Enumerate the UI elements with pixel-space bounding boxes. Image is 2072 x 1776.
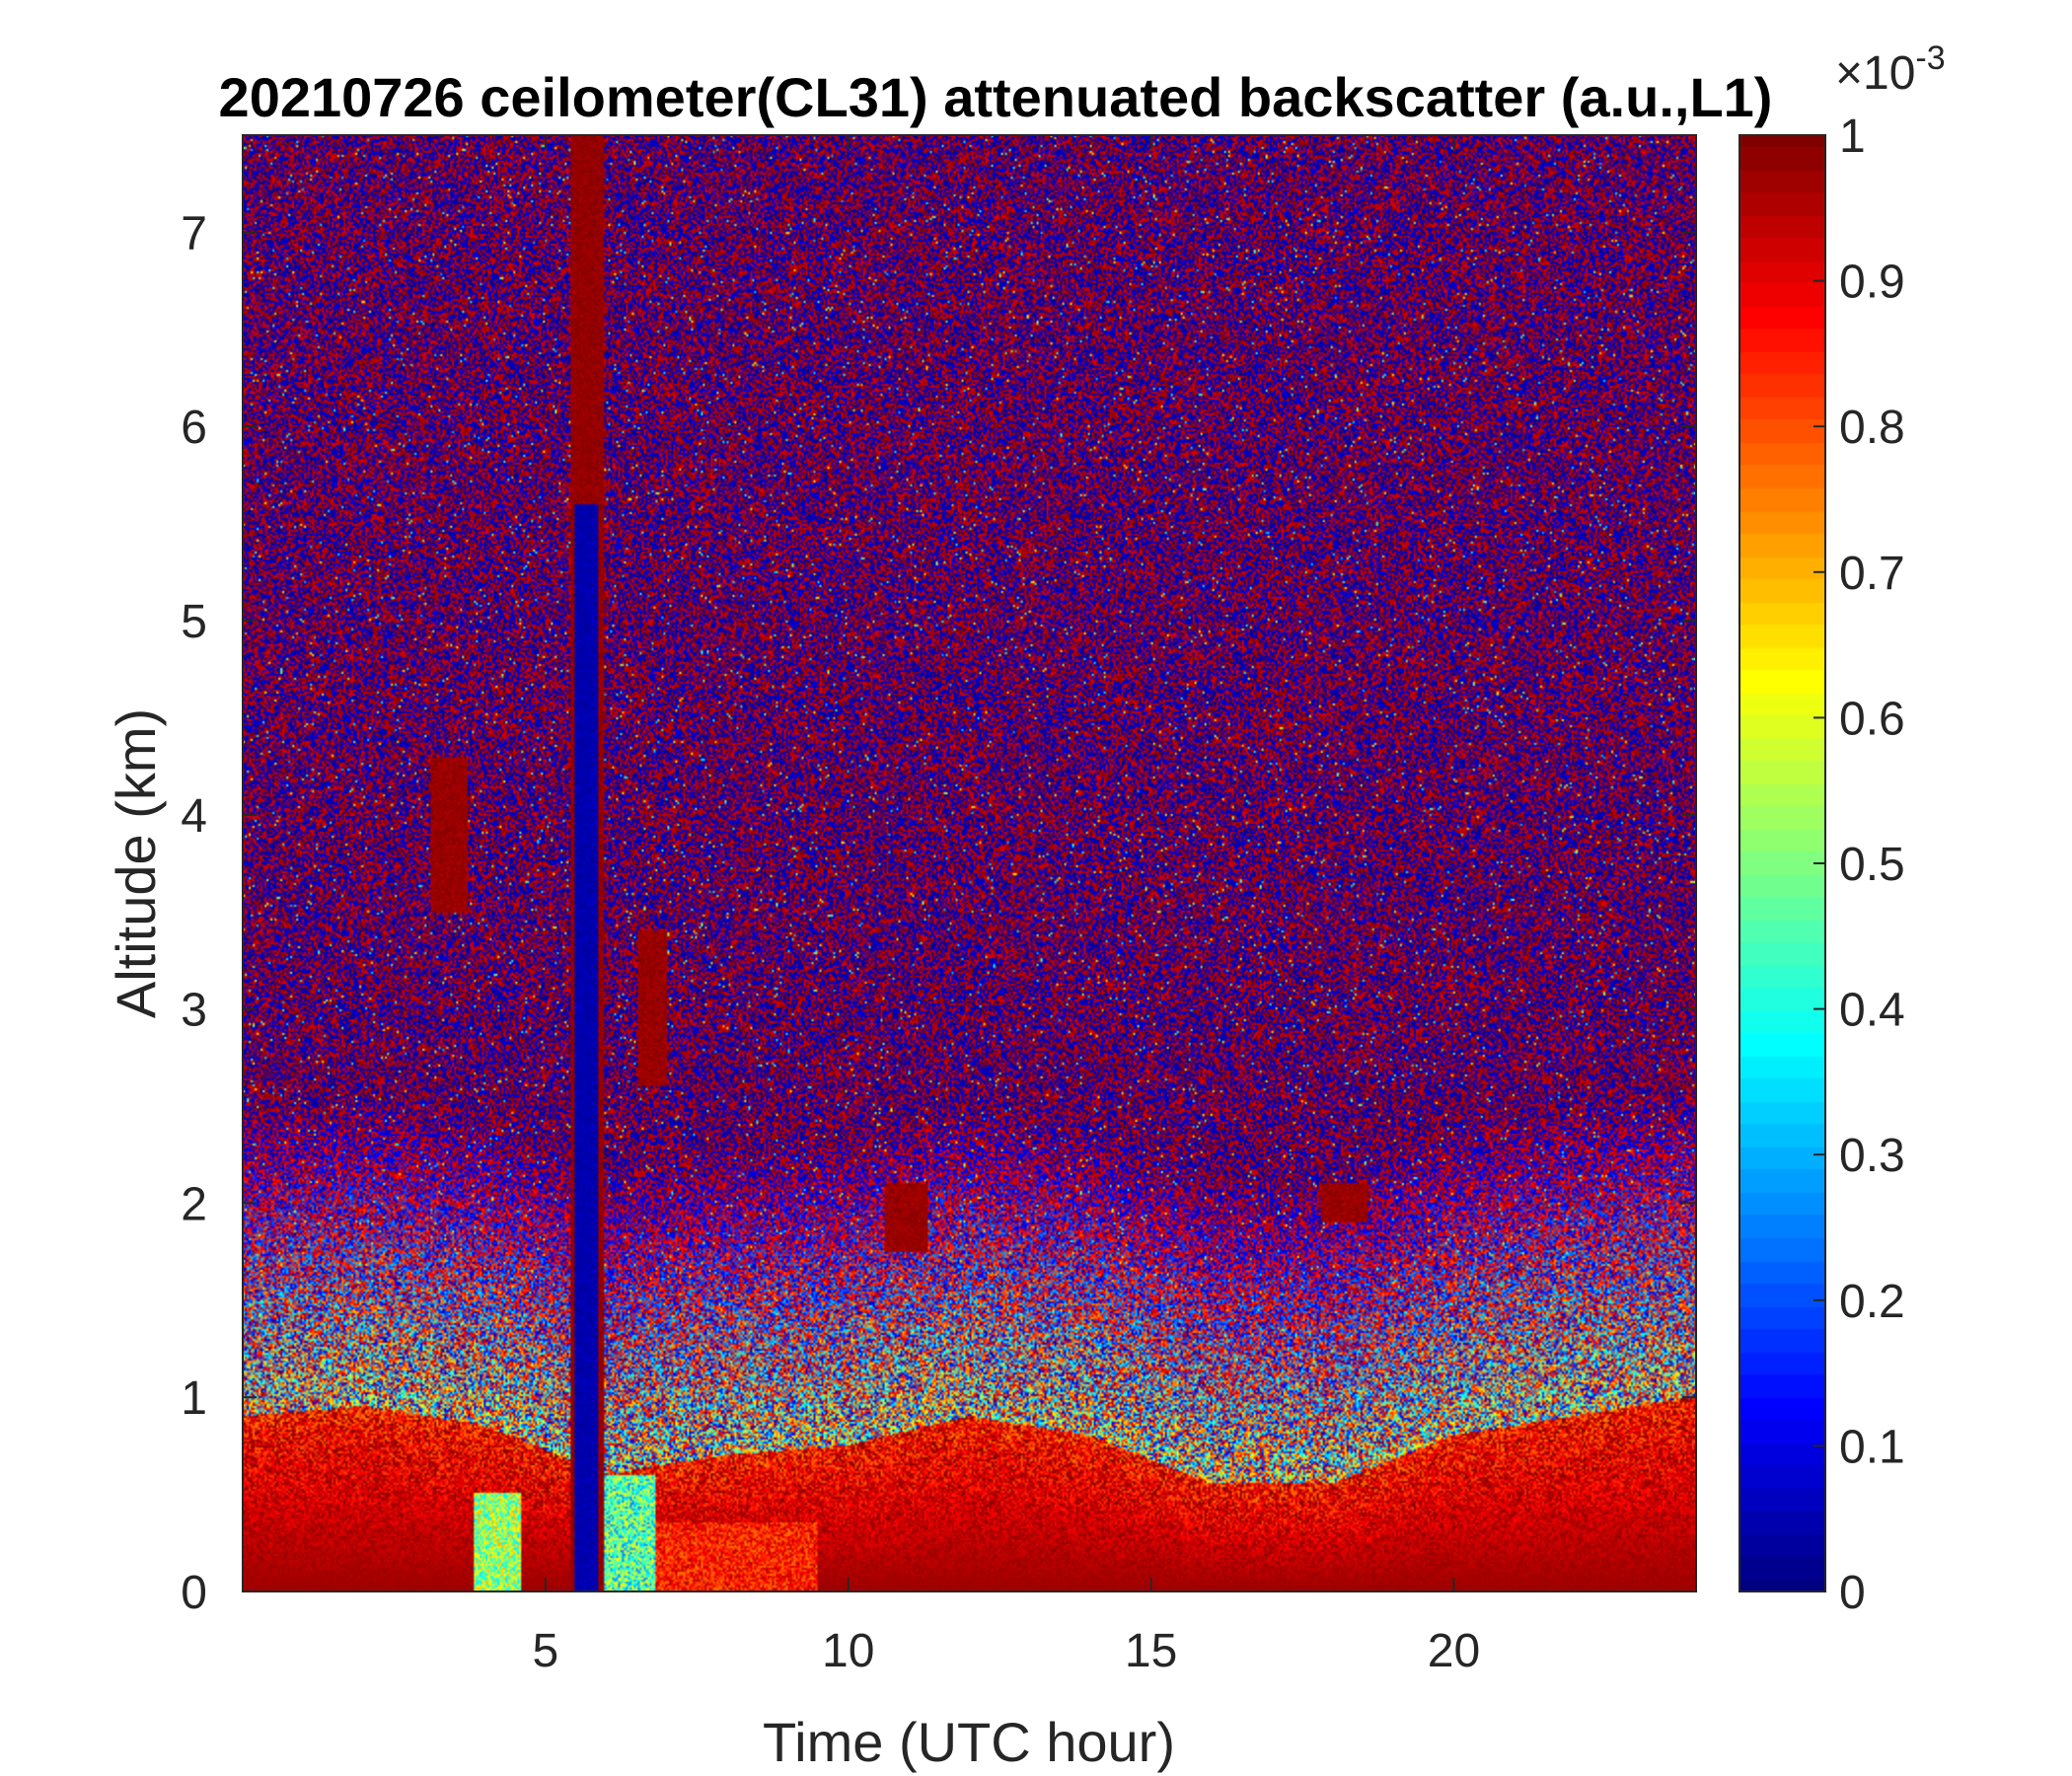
y-tick-label: 6 bbox=[181, 402, 207, 454]
colorbar-tick-label: 0.6 bbox=[1839, 693, 1905, 745]
colorbar-tick-label: 0.8 bbox=[1839, 402, 1905, 454]
colorbar-tick-label: 0 bbox=[1839, 1567, 1866, 1619]
y-tick-label: 7 bbox=[181, 207, 207, 259]
y-tick-label: 2 bbox=[181, 1178, 207, 1230]
colorbar-tick-label: 0.5 bbox=[1839, 839, 1905, 891]
x-axis-label: Time (UTC hour) bbox=[763, 1711, 1175, 1773]
x-tick-label: 5 bbox=[533, 1625, 559, 1677]
y-axis-ticks: 0 1 2 3 4 5 6 7 bbox=[181, 207, 1696, 1619]
y-tick-label: 0 bbox=[181, 1567, 207, 1619]
colorbar-ticks: 0 0.1 0.2 0.3 0.4 0.5 0.6 0.7 0.8 0.9 1 bbox=[1813, 111, 1905, 1619]
chart-title: 20210726 ceilometer(CL31) attenuated bac… bbox=[219, 66, 1773, 128]
x-axis-ticks: 5 10 15 20 bbox=[533, 135, 1480, 1677]
colorbar-tick-label: 0.1 bbox=[1839, 1421, 1905, 1473]
colorbar-exponent: ×10-3 bbox=[1835, 39, 1946, 100]
y-tick-label: 4 bbox=[181, 790, 207, 843]
colorbar-tick-label: 0.2 bbox=[1839, 1276, 1905, 1328]
colorbar-tick-label: 0.9 bbox=[1839, 257, 1905, 309]
colorbar-exponent-power: -3 bbox=[1915, 39, 1945, 77]
colorbar-tick-label: 0.7 bbox=[1839, 548, 1905, 600]
colorbar-gradient bbox=[1739, 135, 1825, 1591]
colorbar-tick-label: 0.3 bbox=[1839, 1130, 1905, 1182]
x-tick-label: 10 bbox=[822, 1625, 874, 1677]
y-tick-label: 5 bbox=[181, 596, 207, 648]
colorbar-tick-label: 1 bbox=[1839, 111, 1866, 163]
x-tick-label: 20 bbox=[1428, 1625, 1480, 1677]
colorbar-exponent-base: ×10 bbox=[1835, 47, 1915, 100]
colorbar-tick-label: 0.4 bbox=[1839, 985, 1905, 1037]
backscatter-heatmap bbox=[243, 135, 1696, 1591]
plot-frame bbox=[242, 134, 1697, 1592]
x-tick-label: 15 bbox=[1125, 1625, 1177, 1677]
y-tick-label: 3 bbox=[181, 985, 207, 1037]
colorbar-frame bbox=[1739, 134, 1826, 1592]
y-axis-label: Altitude (km) bbox=[105, 708, 167, 1018]
y-tick-label: 1 bbox=[181, 1372, 207, 1425]
